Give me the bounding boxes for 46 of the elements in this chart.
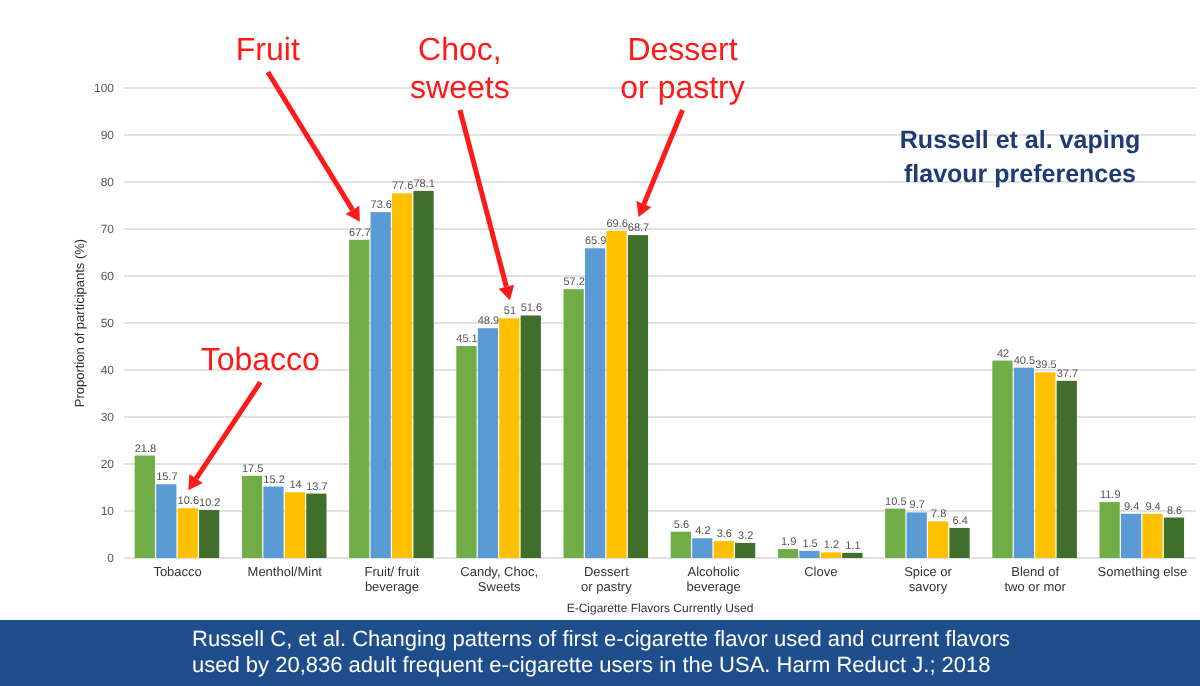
bar [1099,502,1120,558]
bar [928,521,949,558]
bar [1163,517,1185,558]
bar [906,512,927,558]
bar [370,212,391,558]
bar [520,315,541,558]
bar [799,550,820,558]
bar [134,455,155,558]
bar [563,289,584,558]
bar [1013,367,1034,558]
bar [949,527,970,558]
bar [1142,513,1163,558]
bar [992,360,1013,558]
text: Fruit [235,34,301,68]
bar [499,318,520,558]
annotation: Tobacco [200,344,321,379]
bar [777,549,799,558]
bar [306,493,327,558]
bar [349,239,370,558]
bar [284,492,306,558]
bar [1120,513,1142,558]
bar [392,193,413,558]
bar [177,508,198,558]
bar [456,346,477,558]
annotation: Dessert or pastry [620,34,745,106]
bar [820,552,842,558]
bar [1056,380,1077,558]
bar [477,328,498,558]
bar [670,531,691,558]
bar [713,541,734,558]
text: Russell C, et al. Changing patterns of first e-cigarette flavor used and current flavors used by 20,836 adult frequent e-cigarette users in the USA. Harm Reduct J.; 2018 [192,628,1012,678]
bar [627,235,649,558]
text: Russell et al. vaping flavour preferences [899,126,1141,188]
bar [842,552,863,558]
bar [584,248,606,558]
bar [885,508,906,558]
bar [413,190,434,558]
annotation: Choc, sweets [410,34,510,106]
bar [735,542,756,558]
bar [241,475,263,558]
bar [199,510,220,558]
bar [156,484,177,558]
bar [1035,372,1056,558]
bar [692,538,713,558]
bar [606,230,627,558]
bar [263,486,284,558]
